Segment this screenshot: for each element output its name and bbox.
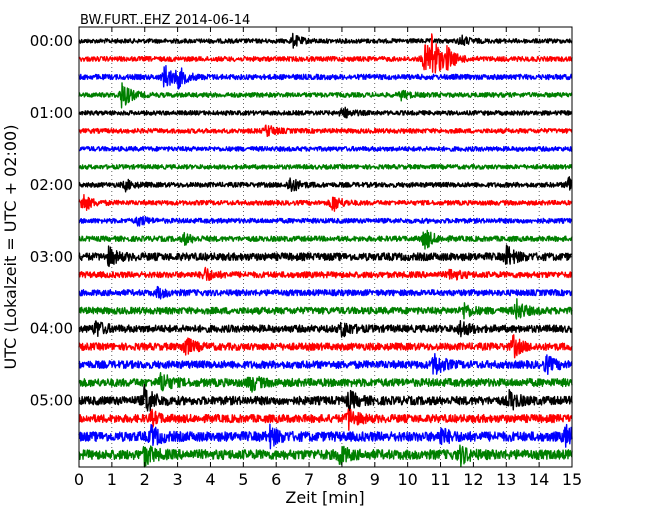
seismic-trace bbox=[78, 33, 573, 74]
y-tick-label: 03:00 bbox=[30, 248, 73, 266]
seismic-trace bbox=[78, 229, 573, 250]
seismic-trace bbox=[78, 383, 573, 414]
seismic-trace bbox=[78, 334, 573, 359]
seismic-trace bbox=[78, 372, 573, 393]
x-tick-label: 2 bbox=[140, 470, 150, 489]
y-tick-group: 00:00 01:00 02:00 03:00 04:00 05:00 bbox=[30, 32, 572, 410]
x-tick-label: 5 bbox=[238, 470, 248, 489]
x-tick-label: 10 bbox=[397, 470, 417, 489]
seismic-trace bbox=[78, 244, 573, 268]
y-tick-label: 01:00 bbox=[30, 104, 73, 122]
y-tick-label: 02:00 bbox=[30, 176, 73, 194]
x-tick-label: 9 bbox=[370, 470, 380, 489]
seismic-trace bbox=[78, 444, 573, 468]
x-tick-label: 3 bbox=[173, 470, 183, 489]
x-tick-label: 8 bbox=[337, 470, 347, 489]
x-tick-label: 15 bbox=[562, 470, 582, 489]
x-tick-label: 13 bbox=[496, 470, 516, 489]
seismic-trace bbox=[78, 145, 573, 152]
chart-title: BW.FURT..EHZ 2014-06-14 bbox=[80, 13, 250, 28]
x-tick-label: 7 bbox=[304, 470, 314, 489]
seismic-trace bbox=[78, 32, 573, 49]
seismic-trace bbox=[78, 193, 573, 212]
x-tick-label: 0 bbox=[74, 470, 84, 489]
seismic-trace bbox=[78, 353, 573, 375]
seismic-trace bbox=[78, 215, 573, 227]
plot-frame bbox=[78, 26, 573, 468]
seismic-trace bbox=[78, 176, 573, 193]
y-tick-label: 04:00 bbox=[30, 320, 73, 338]
seismic-trace bbox=[78, 408, 573, 431]
y-axis-label: UTC (Lokalzeit = UTC + 02:00) bbox=[1, 125, 20, 370]
seismic-trace bbox=[78, 124, 573, 137]
trace-group bbox=[78, 32, 573, 468]
x-axis-label: Zeit [min] bbox=[285, 488, 364, 507]
y-tick-label: 05:00 bbox=[30, 392, 73, 410]
x-tick-label: 12 bbox=[463, 470, 483, 489]
x-tick-label: 1 bbox=[107, 470, 117, 489]
x-tick-label: 6 bbox=[271, 470, 281, 489]
x-tick-label: 11 bbox=[430, 470, 450, 489]
seismic-trace bbox=[78, 320, 573, 338]
seismic-trace bbox=[78, 106, 573, 119]
seismic-trace bbox=[78, 298, 573, 320]
seismic-trace bbox=[78, 285, 573, 300]
seismic-trace bbox=[78, 266, 573, 281]
x-tick-label: 14 bbox=[529, 470, 549, 489]
seismic-trace bbox=[78, 423, 573, 450]
x-tick-group: 0 1 2 3 4 5 6 7 8 9 10 11 12 13 14 15 bbox=[74, 27, 582, 489]
seismic-trace bbox=[78, 64, 573, 90]
y-tick-label: 00:00 bbox=[30, 32, 73, 50]
x-tick-label: 4 bbox=[205, 470, 215, 489]
seismic-trace bbox=[78, 163, 573, 170]
seismic-trace bbox=[78, 82, 573, 109]
